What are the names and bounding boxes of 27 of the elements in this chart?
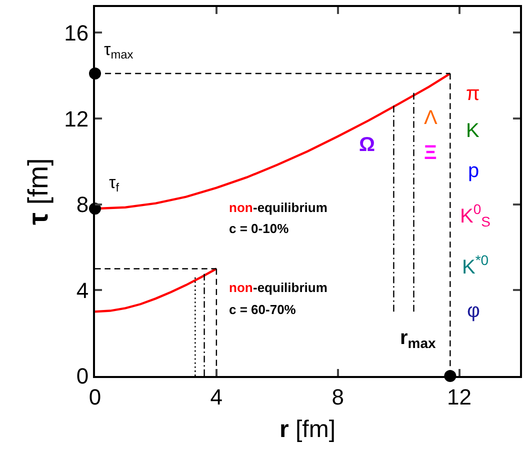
- annotation: non: [229, 200, 253, 215]
- annotation: r$_{max}$: [400, 327, 436, 352]
- y-tick-label: 12: [64, 106, 89, 132]
- annotation: Ω: [359, 134, 376, 156]
- x-tick-label: 12: [447, 384, 472, 410]
- annotation: Λ: [424, 107, 438, 129]
- annotation: π: [466, 83, 480, 105]
- y-tick-label: 16: [64, 20, 89, 46]
- x-tick-label: 8: [332, 384, 344, 410]
- annotation: non: [229, 280, 253, 295]
- annotation: c = 60-70%: [229, 302, 296, 317]
- annotation: K: [466, 120, 480, 142]
- annotation: φ: [467, 300, 480, 322]
- annotation: p: [468, 160, 480, 182]
- y-tick-label: 4: [76, 278, 89, 303]
- y-axis-title: τ [fm]: [22, 158, 54, 225]
- annotation: c = 0-10%: [229, 221, 290, 236]
- x-tick-label: 4: [210, 384, 223, 410]
- annotation: τ$_{max}$: [104, 40, 134, 62]
- annotation: τ$_{f}$: [109, 173, 120, 195]
- annotation: -equilibrium: [253, 280, 328, 295]
- annotation: -equilibrium: [253, 200, 328, 215]
- x-axis-title: r [fm]: [279, 416, 336, 444]
- annotation: K$^{*0}$: [462, 252, 489, 278]
- y-tick-label: 8: [76, 192, 89, 218]
- annotation: Ξ: [424, 142, 437, 164]
- y-tick-label: 0: [76, 364, 89, 389]
